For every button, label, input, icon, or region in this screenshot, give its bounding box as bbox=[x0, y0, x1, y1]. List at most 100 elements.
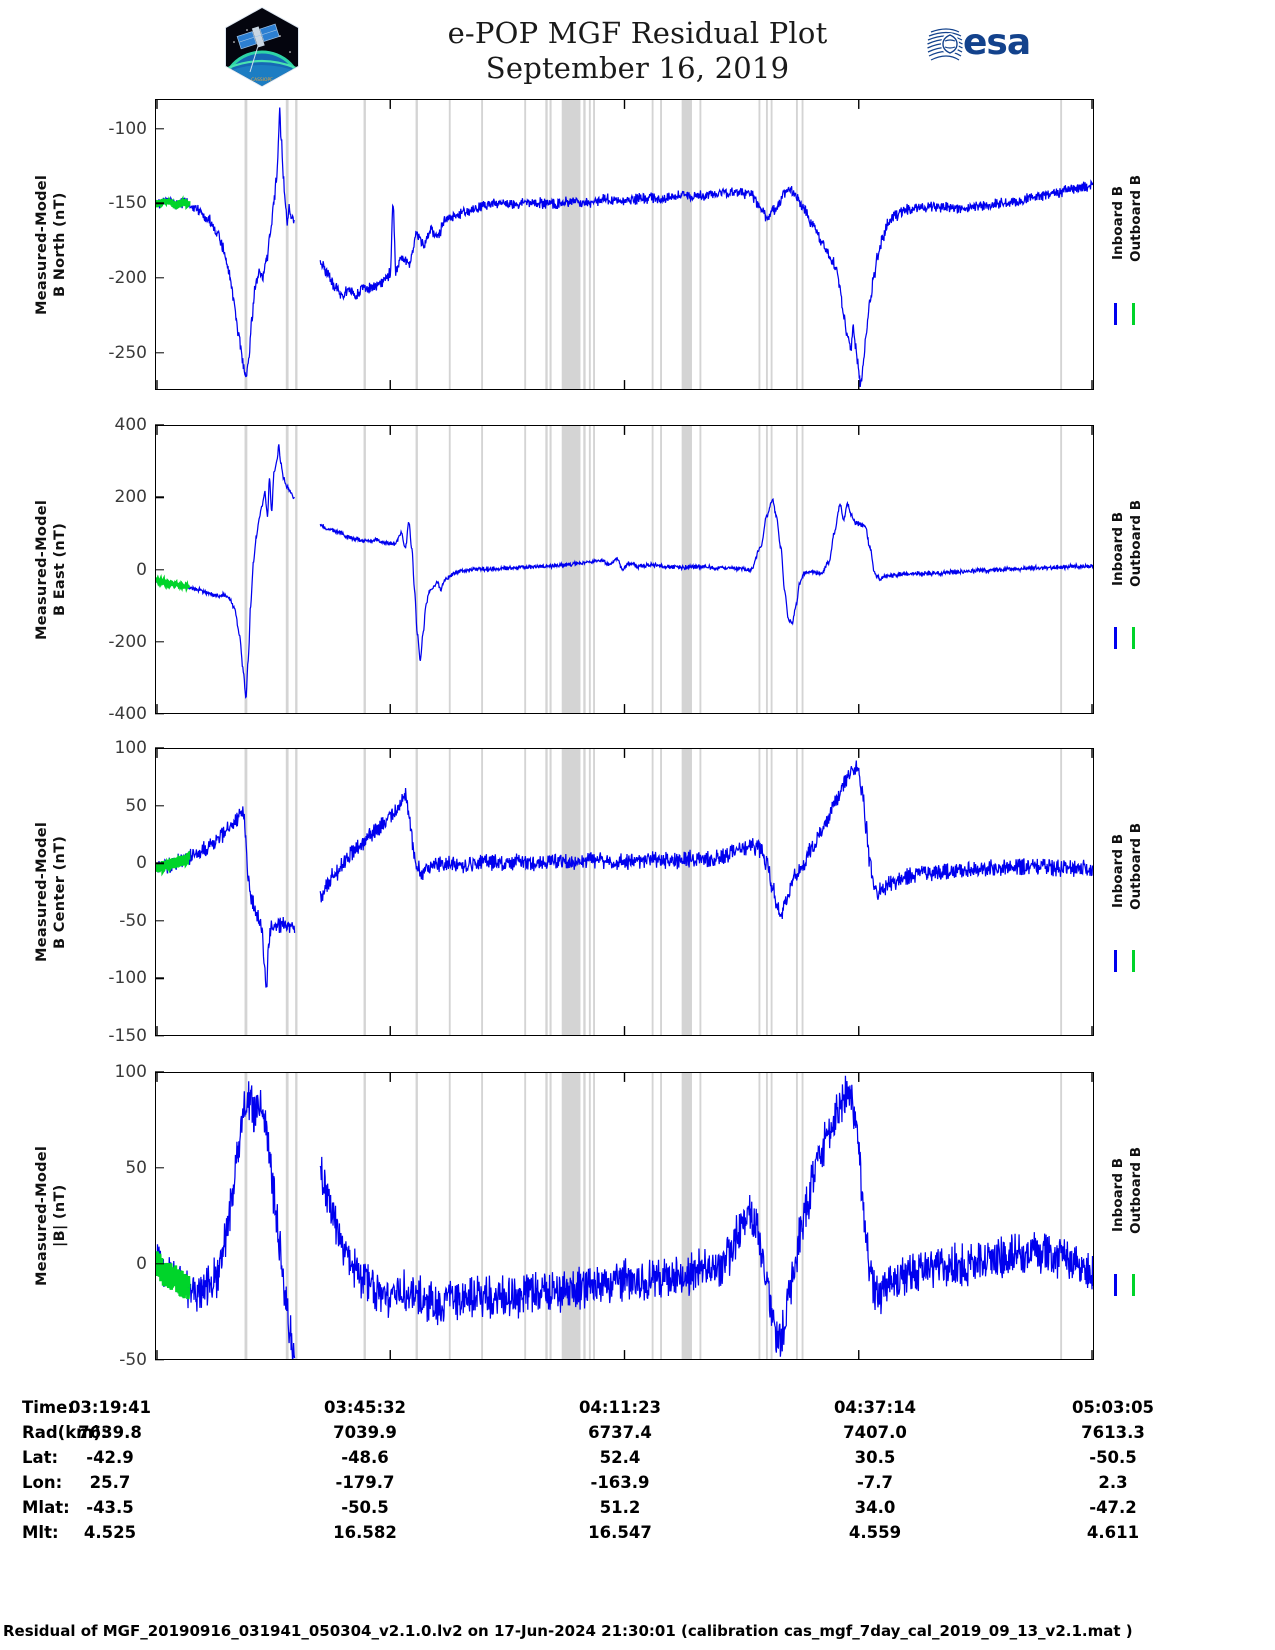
data-flag-band bbox=[448, 749, 451, 1035]
y-axis-label-b-center: Measured-Model B Center (nT) bbox=[34, 821, 68, 963]
data-flag-band bbox=[524, 100, 527, 389]
table-row-label: Lat: bbox=[22, 1448, 59, 1467]
plot-area-b-east[interactable] bbox=[155, 425, 1094, 714]
trace-inboard-b-magnitude bbox=[319, 1075, 1093, 1357]
data-flag-band bbox=[448, 1073, 451, 1359]
data-flag-band bbox=[545, 749, 548, 1035]
panel-b-east: 400 200 0 -200 -400 Measured-Model B East (nT… bbox=[34, 415, 1144, 724]
y-tick-mark bbox=[155, 424, 164, 426]
y-tick-mark bbox=[155, 862, 164, 864]
legend-marker-inboard bbox=[1114, 949, 1117, 972]
legend-label-outboard: Outboard B bbox=[1128, 500, 1144, 588]
table-cell: 05:03:05 bbox=[1071, 1398, 1155, 1417]
legend-label-outboard: Outboard B bbox=[1128, 822, 1144, 910]
trace-inboard-b-north bbox=[156, 107, 295, 378]
data-flag-band bbox=[801, 426, 804, 713]
data-flag-band bbox=[758, 100, 761, 389]
table-row: Rad(km): 7639.8 7039.9 6737.4 7407.0 7613.3 bbox=[0, 1423, 1275, 1448]
data-flag-band bbox=[549, 1073, 552, 1359]
data-flag-band bbox=[801, 1073, 804, 1359]
trace-outboard-b-center bbox=[156, 850, 191, 877]
data-flag-band bbox=[593, 1073, 595, 1359]
table-cell: 4.525 bbox=[83, 1523, 137, 1542]
plot-area-b-center[interactable] bbox=[155, 748, 1094, 1036]
data-flag-band bbox=[1060, 100, 1063, 389]
table-row-label: Mlt: bbox=[22, 1523, 59, 1542]
trace-inboard-b-east bbox=[156, 444, 295, 699]
y-tick-mark bbox=[155, 277, 164, 279]
data-flag-band bbox=[765, 426, 768, 713]
data-flag-band bbox=[1060, 426, 1063, 713]
y-axis-label-b-magnitude: Measured-Model |B| (nT) bbox=[34, 1145, 68, 1287]
legend-marker-outboard bbox=[1132, 627, 1135, 650]
y-tick-label: -50 bbox=[119, 910, 147, 931]
data-flag-band bbox=[593, 100, 595, 389]
y-tick-mark bbox=[155, 1167, 164, 1169]
data-flag-band bbox=[758, 1073, 761, 1359]
y-tick-label: -200 bbox=[108, 631, 147, 652]
table-cell: -50.5 bbox=[341, 1498, 389, 1517]
table-cell: 52.4 bbox=[599, 1448, 641, 1467]
table-cell: 16.582 bbox=[333, 1523, 397, 1542]
data-flag-band bbox=[699, 426, 702, 713]
trace-inboard-b-magnitude bbox=[156, 1081, 296, 1359]
y-tick-mark bbox=[155, 1071, 164, 1073]
data-flag-band bbox=[415, 749, 418, 1035]
plot-area-b-magnitude[interactable] bbox=[155, 1072, 1094, 1360]
plot-title-block: e-POP MGF Residual Plot September 16, 20… bbox=[0, 16, 1275, 86]
y-axis-ticks-b-magnitude: 100 50 0 -50 bbox=[87, 1062, 164, 1370]
y-tick-mark bbox=[155, 496, 164, 498]
y-tick-label: 0 bbox=[136, 853, 147, 874]
plot-area-b-north[interactable] bbox=[155, 99, 1094, 390]
y-axis-ticks-b-north: -100 -150 -200 -250 bbox=[87, 99, 164, 390]
data-flag-band bbox=[561, 100, 581, 389]
y-tick-label: 50 bbox=[125, 1158, 147, 1178]
y-tick-label: -100 bbox=[108, 968, 147, 989]
panel-b-north: -100 -150 -200 -250 Measured-Model B North (… bbox=[34, 99, 1144, 390]
data-flag-band bbox=[363, 100, 366, 389]
table-row: Mlat: -43.5 -50.5 51.2 34.0 -47.2 bbox=[0, 1498, 1275, 1523]
data-flag-band bbox=[549, 100, 552, 389]
table-cell: 34.0 bbox=[854, 1498, 896, 1517]
legend-marker-inboard bbox=[1114, 1273, 1117, 1296]
data-flag-band bbox=[1060, 1073, 1063, 1359]
y-tick-label: -100 bbox=[108, 118, 147, 139]
y-tick-mark bbox=[155, 713, 164, 715]
table-cell: 7639.8 bbox=[78, 1423, 142, 1442]
y-tick-mark bbox=[155, 568, 164, 571]
footer-provenance: Residual of MGF_20190916_031941_050304_v… bbox=[3, 1622, 1133, 1640]
y-tick-mark bbox=[155, 1359, 164, 1361]
table-cell: 51.2 bbox=[599, 1498, 641, 1517]
y-tick-mark bbox=[155, 1035, 164, 1037]
data-flag-band bbox=[561, 749, 581, 1035]
y-tick-label: -250 bbox=[108, 342, 147, 363]
y-tick-label: 0 bbox=[136, 559, 147, 580]
data-flag-band bbox=[244, 749, 248, 1035]
data-flag-band bbox=[588, 426, 591, 713]
table-cell: 25.7 bbox=[89, 1473, 131, 1492]
table-cell: 16.547 bbox=[588, 1523, 652, 1542]
y-tick-mark bbox=[155, 351, 164, 354]
data-flag-band bbox=[660, 1073, 662, 1359]
y-tick-label: -50 bbox=[119, 1350, 147, 1370]
trace-outboard-b-east bbox=[156, 574, 191, 594]
y-tick-label: 200 bbox=[114, 487, 147, 508]
legend-b-east: Inboard B Outboard B bbox=[1108, 425, 1168, 714]
table-row-label: Rad(km): bbox=[22, 1423, 108, 1442]
data-flag-band bbox=[295, 749, 298, 1035]
legend-label-inboard: Inboard B bbox=[1110, 1158, 1126, 1233]
data-flag-band bbox=[795, 749, 798, 1035]
data-flag-band bbox=[285, 100, 289, 389]
y-axis-label-b-east: Measured-Model B East (nT) bbox=[34, 499, 68, 640]
data-flag-band bbox=[363, 426, 366, 713]
data-flag-band bbox=[244, 426, 248, 713]
data-flag-band bbox=[699, 100, 702, 389]
table-row: Mlt: 4.525 16.582 16.547 4.559 4.611 bbox=[0, 1523, 1275, 1548]
data-flag-band bbox=[363, 1073, 366, 1359]
table-cell: 03:45:32 bbox=[323, 1398, 407, 1417]
page-header: CASSIOPE e-POP MGF Residual Plot Septemb… bbox=[0, 0, 1275, 92]
y-tick-mark bbox=[155, 977, 164, 980]
plot-title-line2: September 16, 2019 bbox=[485, 51, 790, 85]
data-flag-band bbox=[770, 1073, 773, 1359]
legend-label-inboard: Inboard B bbox=[1110, 511, 1126, 586]
